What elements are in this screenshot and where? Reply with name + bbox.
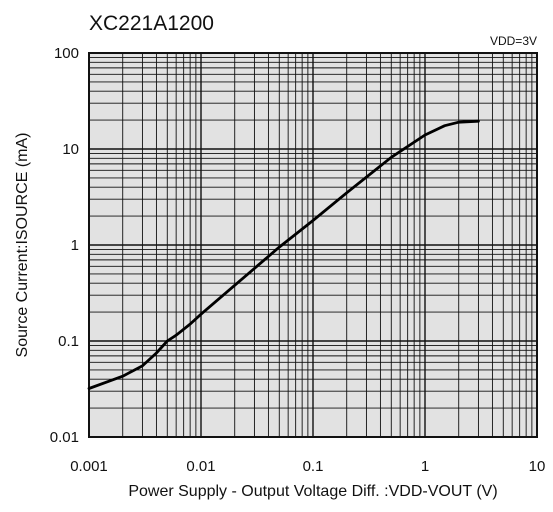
y-tick-label: 100 xyxy=(54,45,79,62)
series xyxy=(87,119,480,390)
x-tick-label: 0.001 xyxy=(70,458,108,475)
grid xyxy=(88,53,537,438)
y-tick-label: 0.1 xyxy=(58,333,79,350)
x-tick-label: 0.01 xyxy=(186,458,215,475)
y-tick-labels: 100 10 1 0.1 0.01 xyxy=(50,45,79,446)
y-tick-label: 10 xyxy=(62,141,79,158)
x-axis-label: Power Supply - Output Voltage Diff. :VDD… xyxy=(128,483,497,500)
y-tick-label: 1 xyxy=(71,237,79,254)
x-tick-label: 1 xyxy=(421,458,429,475)
x-tick-label: 0.1 xyxy=(303,458,324,475)
y-axis-label: Source Current:ISOURCE (mA) xyxy=(14,133,31,358)
plot-frame xyxy=(88,52,538,438)
x-tick-labels: 0.001 0.01 0.1 1 10 xyxy=(70,458,545,475)
x-tick-label: 10 xyxy=(529,458,546,475)
series-line xyxy=(87,119,480,390)
y-tick-label: 0.01 xyxy=(50,429,79,446)
chart-title: XC221A1200 xyxy=(89,12,214,35)
condition-label: VDD=3V xyxy=(490,34,537,48)
